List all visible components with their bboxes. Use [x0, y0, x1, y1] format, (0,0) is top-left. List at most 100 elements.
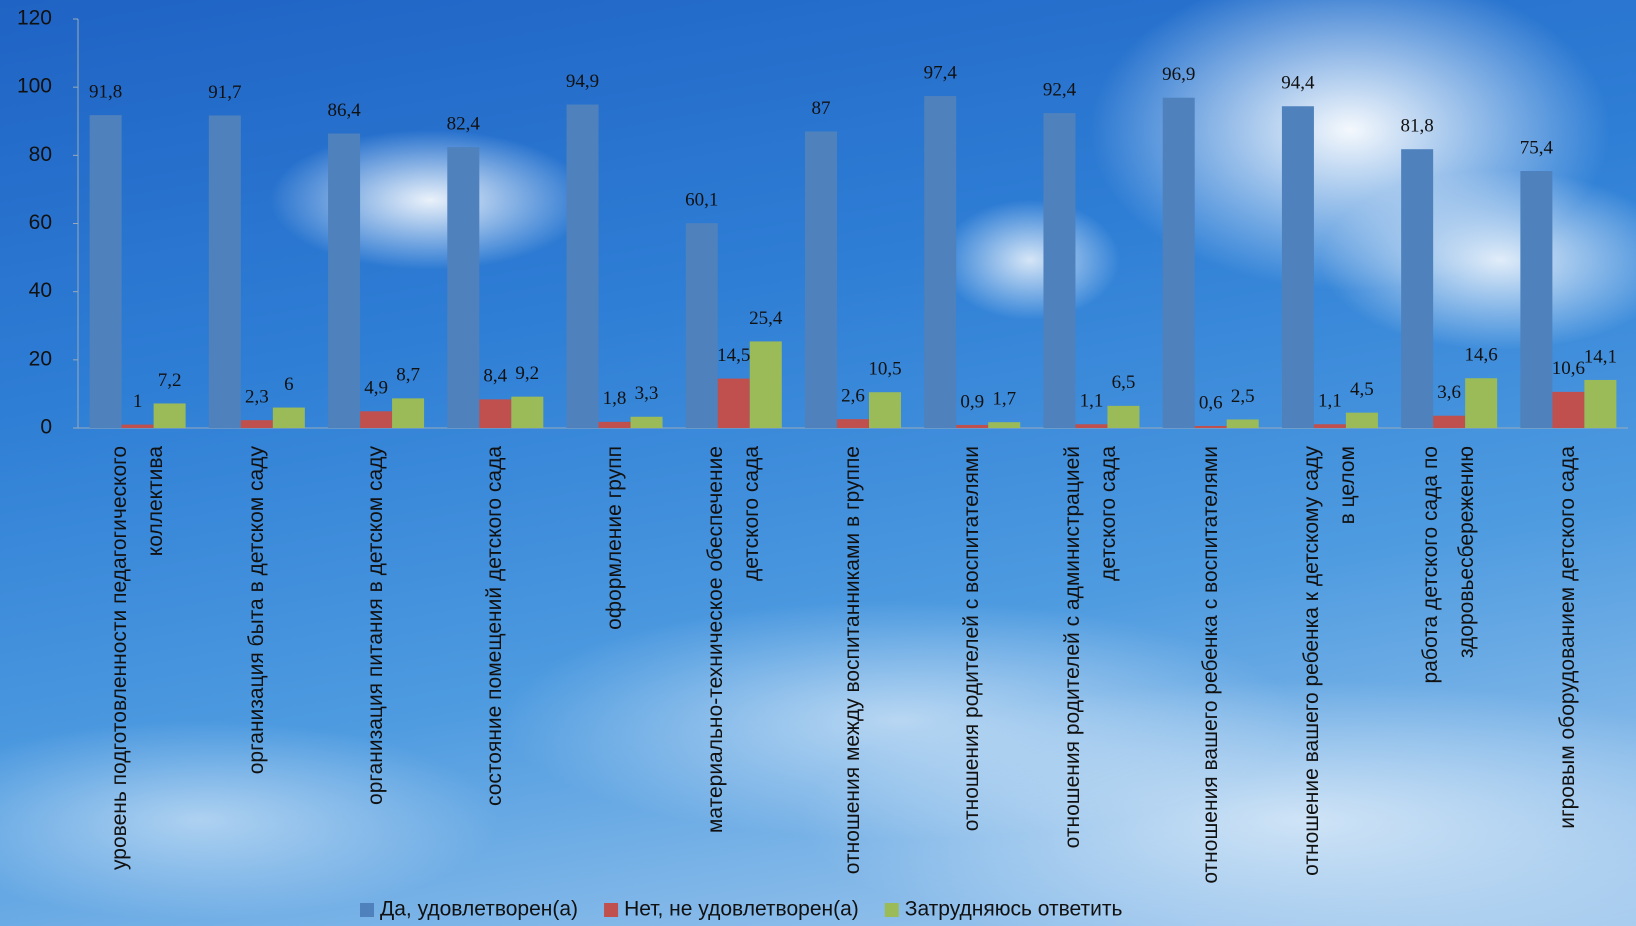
- value-label: 87: [812, 98, 831, 119]
- value-label: 91,8: [89, 81, 122, 102]
- value-label: 82,4: [447, 114, 481, 135]
- bar: [479, 399, 512, 428]
- y-tick-label: 40: [29, 279, 52, 302]
- value-label: 1,8: [603, 388, 627, 409]
- value-label: 1,7: [992, 389, 1016, 410]
- x-tick-label: материально-техническое обеспечение детс…: [703, 446, 763, 834]
- bar: [272, 407, 305, 428]
- x-tick-label: организация быта в детском саду: [244, 446, 268, 775]
- bar: [685, 223, 718, 428]
- value-label: 25,4: [749, 308, 783, 329]
- bar: [1043, 113, 1076, 428]
- x-tick-label: состояние помещений детского сада: [483, 446, 507, 807]
- value-label: 1,1: [1318, 391, 1342, 412]
- bar: [1433, 415, 1466, 428]
- value-label: 60,1: [685, 190, 718, 211]
- value-label: 9,2: [515, 363, 539, 384]
- x-tick-label: игровым оборудованием детского сада: [1556, 446, 1580, 829]
- value-label: 4,5: [1350, 379, 1374, 400]
- legend-label: Да, удовлетворен(а): [380, 898, 578, 921]
- bar: [1345, 412, 1378, 428]
- value-label: 6: [284, 374, 294, 395]
- value-label: 4,9: [364, 378, 388, 399]
- bar: [1552, 391, 1585, 428]
- x-tick-label: отношение вашего ребенка к детскому саду…: [1299, 446, 1359, 876]
- bar: [447, 147, 480, 429]
- x-tick-label: оформление групп: [602, 446, 626, 630]
- x-tick-label: отношения родителей с администрацией дет…: [1061, 446, 1121, 849]
- legend-label: Затрудняюсь ответить: [905, 898, 1123, 921]
- bar: [1075, 424, 1108, 428]
- x-tick-label: отношения вашего ребенка с воспитателями: [1198, 446, 1222, 884]
- y-tick-label: 120: [17, 7, 52, 30]
- bar: [1313, 424, 1346, 428]
- value-label: 10,6: [1552, 358, 1585, 379]
- bar: [511, 396, 544, 428]
- bar: [1281, 106, 1314, 429]
- bar: [89, 115, 122, 429]
- value-label: 7,2: [158, 370, 182, 391]
- value-label: 3,6: [1437, 382, 1461, 403]
- bar: [598, 421, 631, 428]
- x-tick-label: уровень подготовленности педагогического…: [107, 446, 167, 870]
- bar: [717, 378, 750, 428]
- value-label: 86,4: [327, 100, 361, 121]
- bar: [1520, 171, 1553, 429]
- x-tick-label: работа детского сада по здоровьесбережен…: [1419, 446, 1479, 684]
- bar: [1107, 405, 1140, 428]
- value-label: 81,8: [1401, 116, 1434, 137]
- value-label: 14,5: [717, 345, 750, 366]
- y-tick-label: 0: [40, 416, 52, 439]
- value-label: 94,4: [1281, 73, 1315, 94]
- value-label: 14,1: [1584, 346, 1617, 367]
- value-label: 1: [133, 391, 143, 412]
- legend-swatch: [604, 903, 619, 917]
- bar: [566, 104, 599, 428]
- bar: [924, 96, 957, 429]
- legend-label: Нет, не удовлетворен(а): [624, 898, 859, 921]
- bar: [805, 131, 837, 428]
- y-tick-label: 100: [17, 75, 52, 98]
- value-label: 8,4: [483, 366, 507, 387]
- value-label: 2,3: [245, 387, 269, 408]
- bar: [869, 392, 901, 428]
- value-label: 91,7: [208, 82, 241, 103]
- y-tick-label: 20: [29, 347, 52, 370]
- value-label: 10,5: [868, 359, 901, 380]
- bar: [392, 398, 425, 428]
- value-label: 2,5: [1231, 386, 1255, 407]
- value-label: 2,6: [841, 385, 865, 406]
- y-tick-label: 80: [29, 143, 52, 166]
- bar: [988, 422, 1021, 428]
- bar: [1162, 97, 1195, 429]
- value-label: 97,4: [924, 62, 958, 83]
- bar: [208, 115, 241, 428]
- value-label: 96,9: [1162, 64, 1195, 85]
- bar: [360, 411, 393, 428]
- value-label: 0,9: [960, 391, 984, 412]
- value-label: 0,6: [1199, 392, 1223, 413]
- bar: [328, 133, 361, 428]
- x-tick-label: отношения между воспитанниками в группе: [841, 446, 864, 875]
- bar: [1226, 419, 1259, 428]
- value-label: 6,5: [1112, 372, 1136, 393]
- value-label: 3,3: [635, 383, 659, 404]
- value-label: 8,7: [396, 365, 420, 386]
- value-label: 75,4: [1520, 137, 1554, 158]
- legend-swatch: [360, 903, 374, 917]
- bar: [956, 424, 989, 428]
- bar: [1194, 425, 1227, 428]
- bar: [1401, 149, 1434, 428]
- bar: [630, 416, 663, 428]
- bar: [749, 341, 782, 428]
- y-tick-label: 60: [29, 211, 52, 234]
- bar: [1584, 379, 1617, 428]
- legend-swatch: [884, 903, 899, 917]
- x-tick-label: отношения родителей с воспитателями: [960, 446, 984, 832]
- x-tick-label: организация питания в детском саду: [364, 446, 388, 805]
- value-label: 14,6: [1465, 345, 1498, 366]
- bar: [153, 403, 186, 428]
- value-label: 94,9: [566, 71, 599, 92]
